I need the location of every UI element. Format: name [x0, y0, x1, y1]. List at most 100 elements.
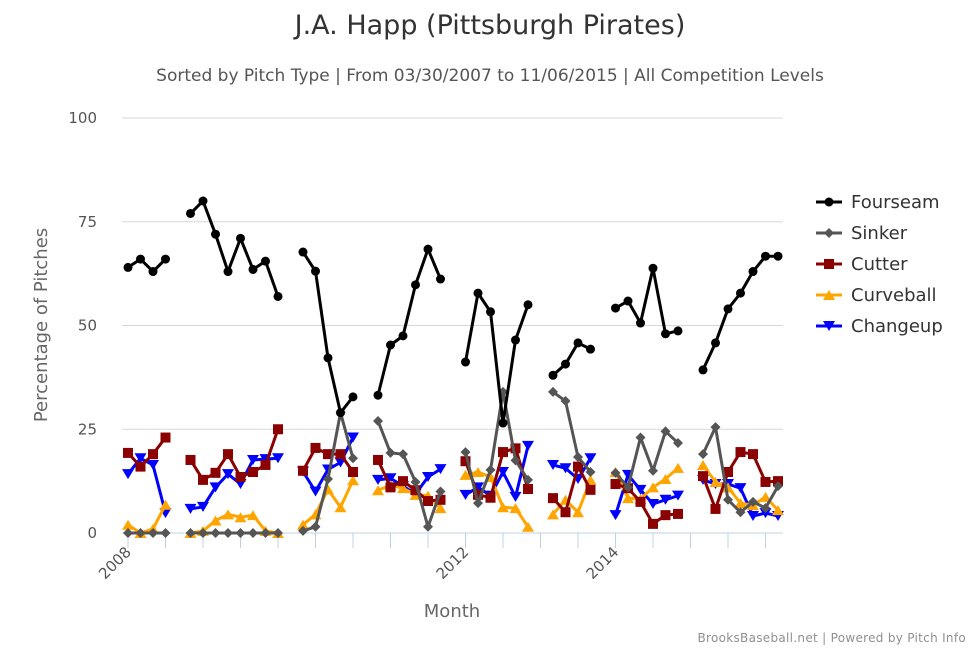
changeup-line: [552, 457, 592, 481]
credits-text: BrooksBaseball.net | Powered by Pitch In…: [697, 631, 966, 645]
fourseam-point: [273, 291, 283, 301]
y-tick-label: 0: [87, 524, 97, 542]
cutter-point: [673, 508, 683, 519]
changeup-point: [272, 453, 284, 464]
fourseam-point: [236, 233, 245, 243]
sinker-point: [310, 521, 321, 532]
cutter-point: [298, 465, 308, 476]
sinker-point: [760, 503, 771, 514]
fourseam-line: [551, 341, 592, 377]
legend-item-sinker[interactable]: Sinker: [816, 223, 908, 244]
changeup-point: [184, 503, 197, 514]
fourseam-point: [123, 262, 133, 272]
cutter-point: [573, 461, 583, 472]
sinker-point: [523, 474, 533, 485]
cutter-point: [198, 474, 208, 485]
fourseam-point: [661, 329, 670, 339]
legend-item-cutter[interactable]: Cutter: [816, 254, 908, 275]
fourseam-line: [189, 199, 280, 297]
sinker-point: [410, 476, 421, 487]
changeup-point: [347, 432, 359, 443]
x-axis: 2008 2012 2014: [95, 532, 783, 583]
curveball-point: [659, 474, 672, 485]
sinker-point: [298, 525, 308, 536]
series-changeup: [122, 432, 784, 521]
cutter-point: [160, 432, 171, 443]
changeup-point: [122, 469, 134, 480]
cutter-point: [310, 442, 321, 453]
changeup-point: [459, 489, 472, 500]
cutter-point: [123, 447, 133, 458]
cutter-point: [423, 496, 433, 507]
fourseam-point: [723, 304, 733, 314]
sinker-point: [223, 528, 233, 538]
fourseam-point: [336, 408, 345, 418]
changeup-point: [197, 501, 209, 512]
cutter-point: [660, 510, 671, 521]
fourseam-point: [623, 296, 633, 306]
x-tick-label: 2014: [583, 543, 623, 583]
chart-title: J.A. Happ (Pittsburgh Pirates): [294, 10, 686, 41]
fourseam-point: [261, 256, 270, 266]
curveball-point: [697, 459, 709, 470]
fourseam-point: [373, 390, 383, 400]
changeup-point: [522, 440, 534, 451]
fourseam-point: [561, 359, 570, 369]
y-axis-title: Percentage of Pitches: [31, 228, 52, 422]
curveball-point: [347, 475, 359, 486]
cutter-point: [410, 485, 421, 496]
series-area: [122, 196, 784, 538]
changeup-point: [497, 466, 509, 477]
fourseam-point: [186, 208, 195, 218]
fourseam-point: [198, 196, 208, 206]
sinker-line: [376, 420, 442, 529]
sinker-point: [560, 396, 571, 407]
fourseam-point: [398, 331, 408, 341]
curveball-point: [372, 485, 384, 496]
cutter-point: [710, 503, 721, 514]
sinker-point: [185, 528, 196, 538]
sinker-point: [423, 521, 433, 532]
sinker-point: [548, 386, 558, 397]
cutter-line: [551, 465, 592, 514]
x-axis-title: Month: [424, 601, 480, 622]
fourseam-point: [736, 288, 745, 298]
fourseam-point: [148, 267, 158, 277]
fourseam-point: [348, 392, 358, 402]
cutter-point: [148, 449, 158, 460]
changeup-point: [209, 482, 222, 493]
changeup-point: [422, 471, 434, 482]
cutter-point: [323, 449, 333, 460]
cutter-point: [373, 454, 383, 465]
sinker-point: [485, 464, 496, 475]
changeup-point: [509, 491, 522, 502]
sinker-point: [148, 528, 158, 538]
fourseam-point: [223, 267, 233, 277]
curveball-point: [672, 462, 684, 473]
changeup-point: [384, 473, 397, 484]
curveball-point: [509, 503, 522, 514]
curveball-point: [122, 519, 134, 530]
curveball-point: [472, 466, 484, 477]
curveball-point: [159, 499, 172, 510]
fourseam-point: [648, 263, 658, 273]
legend-item-fourseam[interactable]: Fourseam: [816, 192, 940, 213]
sinker-line: [614, 429, 680, 489]
legend-item-changeup[interactable]: Changeup: [816, 316, 943, 337]
cutter-point: [585, 484, 596, 495]
legend-item-curveball[interactable]: Curveball: [816, 285, 937, 306]
fourseam-point: [473, 288, 483, 298]
legend-label: Curveball: [851, 285, 937, 306]
cutter-point: [260, 459, 271, 470]
curveball-point: [772, 505, 784, 516]
gridlines: [122, 117, 783, 430]
fourseam-point: [586, 344, 595, 354]
curveball-point: [572, 507, 584, 518]
fourseam-point: [161, 254, 170, 264]
fourseam-point: [423, 244, 433, 254]
cutter-point: [435, 494, 446, 505]
sinker-point: [698, 449, 708, 460]
fourseam-line: [701, 254, 778, 371]
cutter-point: [385, 482, 396, 493]
